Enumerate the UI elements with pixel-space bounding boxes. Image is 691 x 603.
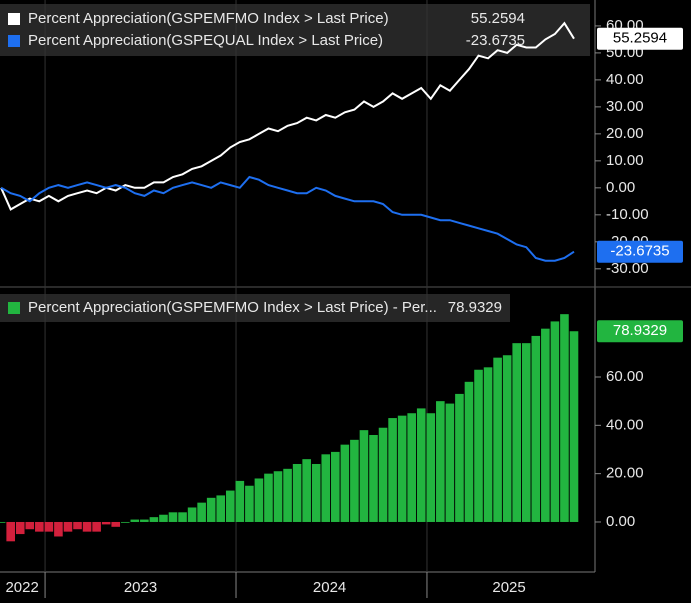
bar xyxy=(331,451,340,522)
bar xyxy=(426,413,436,522)
bar xyxy=(6,521,15,542)
bar xyxy=(483,367,493,522)
legend-value: 55.2594 xyxy=(471,10,525,27)
bar xyxy=(369,434,378,522)
bar xyxy=(416,408,426,522)
x-tick-label: 2025 xyxy=(492,579,525,596)
y-tick-label: -10.00 xyxy=(606,206,649,223)
bar xyxy=(531,335,541,522)
bar xyxy=(216,495,226,522)
bar xyxy=(541,328,550,522)
bar xyxy=(44,521,54,532)
y-tick-label: 20.00 xyxy=(606,125,644,142)
bar xyxy=(206,497,216,522)
legend-box xyxy=(0,294,510,322)
bar xyxy=(397,415,407,522)
bar xyxy=(512,343,522,522)
y-tick-label: 40.00 xyxy=(606,416,644,433)
last-value-label: 78.9329 xyxy=(613,322,667,339)
bar xyxy=(407,413,416,522)
legend-swatch xyxy=(8,35,20,47)
bar xyxy=(92,521,101,532)
y-tick-label: 0.00 xyxy=(606,179,635,196)
last-value-badge xyxy=(597,320,683,343)
bar xyxy=(321,454,331,522)
bar xyxy=(197,502,206,522)
bar xyxy=(311,463,321,522)
legend-label: Percent Appreciation(GSPEMFMO Index > La… xyxy=(28,10,389,27)
last-value-badge xyxy=(597,240,683,263)
bar xyxy=(15,521,25,535)
x-tick-label: 2023 xyxy=(124,579,157,596)
bar xyxy=(464,381,474,522)
legend-label: Percent Appreciation(GSPEQUAL Index > La… xyxy=(28,32,383,49)
bar xyxy=(178,512,187,522)
y-tick-label: 20.00 xyxy=(606,465,644,482)
x-tick-label: 2024 xyxy=(313,579,346,596)
bar xyxy=(54,521,63,537)
legend-value: -23.6735 xyxy=(466,32,525,49)
bar xyxy=(0,521,6,523)
y-tick-label: -30.00 xyxy=(606,260,649,277)
bar xyxy=(359,430,369,522)
bar xyxy=(560,314,569,522)
bar xyxy=(254,478,264,522)
last-value-label: -23.6735 xyxy=(610,243,669,260)
legend-swatch xyxy=(8,13,20,25)
bar xyxy=(493,357,502,522)
y-tick-label: 60.00 xyxy=(606,368,644,385)
bar xyxy=(120,521,130,523)
legend-label: Percent Appreciation(GSPEMFMO Index > La… xyxy=(28,299,437,316)
bar xyxy=(187,507,197,522)
bar xyxy=(388,418,397,522)
bar xyxy=(149,517,159,522)
x-tick-label: 2022 xyxy=(5,579,38,596)
bar xyxy=(159,514,168,522)
bar xyxy=(302,459,311,522)
bar xyxy=(235,480,245,522)
bar xyxy=(101,521,111,525)
bar xyxy=(168,512,178,522)
bar xyxy=(225,490,235,522)
y-tick-label: 40.00 xyxy=(606,71,644,88)
legend-value: 78.9329 xyxy=(448,299,502,316)
bar xyxy=(283,468,292,522)
legend-box xyxy=(0,4,590,56)
series-line xyxy=(0,175,575,262)
bar xyxy=(140,519,149,522)
bar xyxy=(521,343,531,522)
y-tick-label: 30.00 xyxy=(606,98,644,115)
bar xyxy=(264,473,273,522)
last-value-badge xyxy=(597,27,683,50)
y-tick-label: 0.00 xyxy=(606,513,635,530)
y-tick-label: 10.00 xyxy=(606,152,644,169)
bar xyxy=(63,521,73,532)
bar xyxy=(340,444,350,522)
bar xyxy=(378,427,388,522)
bar xyxy=(292,463,302,522)
series-line xyxy=(0,21,575,211)
bar xyxy=(445,403,455,522)
last-value-label: 55.2594 xyxy=(613,30,667,47)
bar xyxy=(455,393,464,522)
bar xyxy=(130,519,140,522)
bar xyxy=(82,521,92,532)
bar xyxy=(25,521,35,530)
bar xyxy=(245,485,254,522)
bar xyxy=(569,331,579,522)
bar xyxy=(474,369,483,522)
bar xyxy=(111,521,121,527)
bar xyxy=(502,355,512,522)
bar xyxy=(73,521,82,530)
bar xyxy=(35,521,44,532)
bar xyxy=(550,321,560,522)
legend-swatch xyxy=(8,302,20,314)
bar xyxy=(273,471,283,522)
bar xyxy=(436,401,445,522)
bar xyxy=(350,439,359,522)
